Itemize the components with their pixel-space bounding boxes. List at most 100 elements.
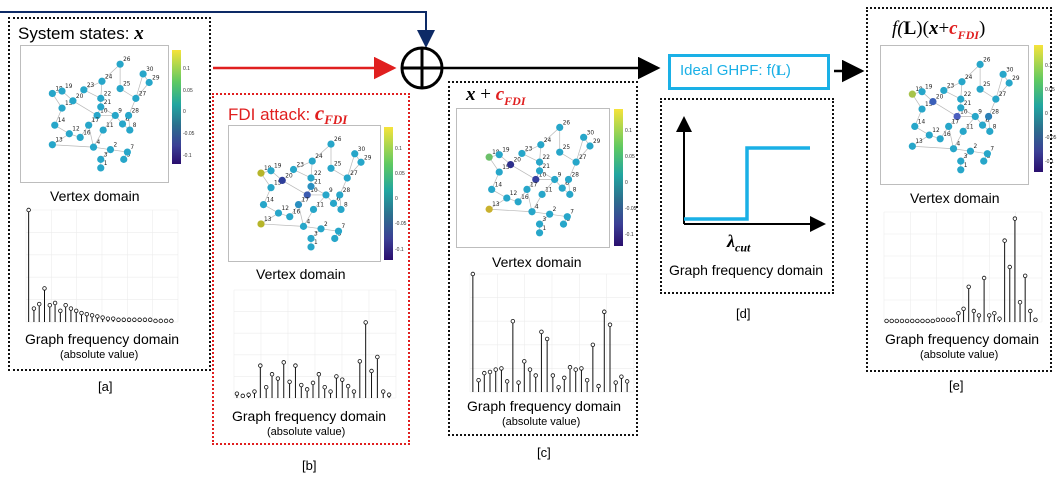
node-label: 14 bbox=[495, 182, 503, 188]
graph-node: 1 bbox=[97, 161, 108, 172]
node-label: 16 bbox=[83, 130, 91, 136]
vertex-graph-b: 1234567891011121314151617181920212223242… bbox=[228, 125, 381, 262]
stem-mark bbox=[527, 367, 533, 392]
node-label: 29 bbox=[1012, 76, 1020, 82]
graph-node: 26 bbox=[556, 120, 570, 131]
node-label: 10 bbox=[310, 188, 318, 194]
graph-edge bbox=[88, 125, 94, 148]
stem-mark bbox=[607, 322, 613, 392]
graph-node: 14 bbox=[911, 119, 925, 130]
stem-mark bbox=[42, 286, 47, 322]
stem-mark bbox=[281, 360, 286, 398]
node-label: 8 bbox=[344, 202, 348, 208]
graph-node: 4 bbox=[89, 140, 101, 151]
node-label: 22 bbox=[104, 91, 112, 97]
node-label: 2 bbox=[324, 222, 328, 228]
node-label: 15 bbox=[274, 181, 282, 187]
vertex-domain-label-c: Vertex domain bbox=[492, 254, 582, 270]
stem-mark bbox=[310, 380, 316, 398]
graph-node: 3 bbox=[307, 231, 318, 243]
node-label: 11 bbox=[106, 123, 114, 129]
graph-node: 21 bbox=[535, 164, 550, 175]
node-label: 25 bbox=[123, 82, 131, 88]
stem-mark bbox=[375, 354, 380, 398]
node-label: 26 bbox=[983, 57, 991, 63]
stem-mark bbox=[258, 363, 263, 398]
node-label: 20 bbox=[514, 158, 522, 164]
panel-system-states bbox=[8, 17, 211, 371]
freq-domain-label-e: Graph frequency domain bbox=[885, 331, 1040, 347]
stem-mark bbox=[299, 382, 304, 398]
node-label: 14 bbox=[267, 198, 275, 204]
stem-mark bbox=[142, 317, 148, 322]
node-label: 29 bbox=[364, 155, 372, 161]
stem-mark bbox=[966, 284, 971, 322]
node-label: 26 bbox=[123, 57, 131, 63]
graph-node: 10 bbox=[532, 172, 546, 184]
graph-node: 20 bbox=[69, 94, 84, 105]
node-label: 9 bbox=[978, 109, 982, 115]
graph-node: 12 bbox=[65, 127, 80, 138]
node-label: 21 bbox=[314, 179, 322, 185]
graph-node: 22 bbox=[307, 171, 322, 182]
stem-mark bbox=[556, 385, 561, 392]
stem-mark bbox=[126, 317, 132, 322]
node-label: 28 bbox=[572, 172, 580, 178]
stem-mark bbox=[153, 318, 158, 324]
graph-edge bbox=[510, 164, 536, 180]
node-label: 10 bbox=[960, 109, 968, 115]
node-label: 9 bbox=[558, 172, 562, 178]
stem-mark bbox=[522, 359, 527, 392]
graph-node: 2 bbox=[546, 207, 557, 218]
graph-node: 23 bbox=[289, 163, 304, 174]
stem-mark bbox=[510, 319, 516, 392]
node-label: 4 bbox=[307, 219, 311, 225]
graph-node: 7 bbox=[563, 210, 574, 221]
graph-node: 15 bbox=[267, 181, 282, 192]
node-label: 7 bbox=[570, 210, 574, 216]
graph-edge bbox=[312, 143, 332, 162]
node-label: 26 bbox=[563, 120, 571, 126]
graph-node: 20 bbox=[929, 95, 944, 106]
panel-a-title: System states: x bbox=[18, 23, 144, 44]
stem-mark bbox=[26, 207, 31, 322]
stem-mark bbox=[516, 380, 521, 392]
graph-node: 15 bbox=[918, 102, 933, 113]
node-label: 6 bbox=[565, 181, 569, 187]
stem-mark bbox=[363, 320, 368, 398]
stem-mark bbox=[584, 377, 590, 392]
graph-node: 14 bbox=[51, 118, 65, 129]
graph-edge bbox=[526, 189, 533, 212]
graph-node: 15 bbox=[58, 101, 73, 112]
node-label: 25 bbox=[563, 145, 571, 151]
colorbar-tick: -0.1 bbox=[395, 246, 404, 253]
node-label: 17 bbox=[530, 182, 538, 188]
colorbar-tick: -0.1 bbox=[183, 152, 192, 159]
node-label: 12 bbox=[72, 127, 80, 133]
stem-mark bbox=[915, 318, 920, 324]
graph-node: 8 bbox=[337, 202, 348, 214]
abs-value-label-e: (absolute value) bbox=[920, 349, 999, 361]
stem-mark bbox=[493, 367, 498, 392]
colorbar-tick: 0.05 bbox=[395, 170, 405, 177]
panel-c-tag: [c] bbox=[537, 445, 551, 460]
node-label: 2 bbox=[113, 143, 117, 149]
graph-node: 6 bbox=[558, 181, 569, 192]
stem-mark bbox=[148, 317, 153, 322]
ghpf-filter-box bbox=[668, 54, 830, 90]
colorbar-tick: 0 bbox=[1045, 111, 1048, 118]
node-label: 27 bbox=[579, 155, 587, 161]
graph-node: 7 bbox=[123, 145, 134, 156]
node-label: 17 bbox=[92, 118, 100, 124]
graph-node: 16 bbox=[286, 210, 300, 221]
graph-node: 24 bbox=[98, 74, 113, 85]
stem-mark bbox=[533, 373, 538, 392]
graph-node: 28 bbox=[336, 188, 350, 199]
graph-node: 22 bbox=[97, 91, 111, 102]
node-label: 28 bbox=[992, 109, 1000, 115]
node-label: 6 bbox=[337, 196, 341, 202]
graph-node: 9 bbox=[111, 108, 122, 120]
graph-node: 28 bbox=[124, 108, 139, 120]
stem-mark bbox=[328, 389, 333, 398]
graph-node: 1 bbox=[307, 240, 318, 251]
